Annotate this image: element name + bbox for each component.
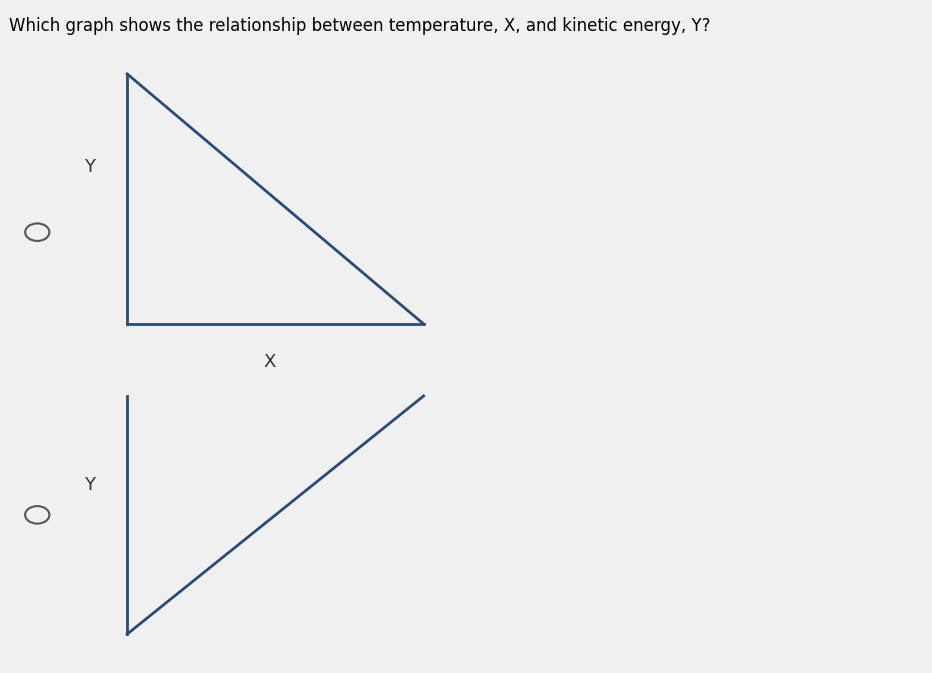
Text: Which graph shows the relationship between temperature, X, and kinetic energy, Y: Which graph shows the relationship betwe… xyxy=(9,17,711,35)
Text: X: X xyxy=(264,353,276,371)
Text: Y: Y xyxy=(84,476,95,493)
Text: Y: Y xyxy=(84,158,95,176)
